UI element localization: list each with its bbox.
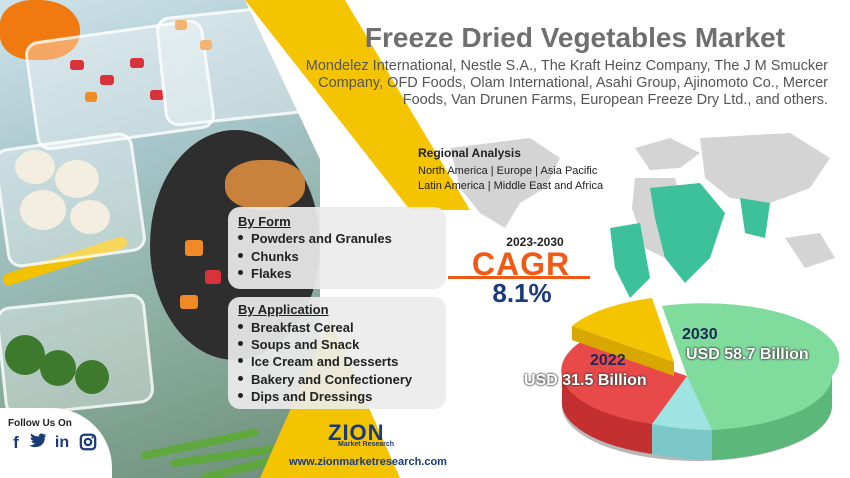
regional-analysis-title: Regional Analysis xyxy=(418,146,521,160)
twitter-icon[interactable] xyxy=(28,433,48,453)
pie-slice-cyan xyxy=(652,376,712,430)
regional-line-1: North America | Europe | Asia Pacific xyxy=(418,165,598,177)
pie-label-2030-year: 2030 xyxy=(682,326,718,343)
regional-line-2: Latin America | Middle East and Africa xyxy=(418,180,604,192)
key-players-text: Mondelez International, Nestle S.A., The… xyxy=(305,58,828,108)
by-form-panel xyxy=(228,207,446,289)
by-application-item: Dips and Dressings xyxy=(238,389,372,404)
by-application-heading: By Application xyxy=(238,302,329,317)
pie-slice-yellow xyxy=(572,298,674,362)
by-form-heading: By Form xyxy=(238,214,291,229)
follow-us-label: Follow Us On xyxy=(8,418,72,429)
instagram-icon[interactable] xyxy=(78,433,98,453)
facebook-icon[interactable]: f xyxy=(13,433,19,452)
pie-slice-2030 xyxy=(662,303,840,430)
pie-label-2022-year: 2022 xyxy=(590,352,626,369)
by-application-item: Soups and Snack xyxy=(238,337,359,352)
by-application-item: Ice Cream and Desserts xyxy=(238,354,398,369)
pie-label-2030-value: USD 58.7 Billion xyxy=(686,346,809,363)
market-size-pie xyxy=(561,298,840,461)
linkedin-icon[interactable]: in xyxy=(54,434,70,451)
pie-slice-2022 xyxy=(561,341,687,424)
by-form-item: Flakes xyxy=(238,266,291,281)
by-application-panel xyxy=(228,297,446,409)
cagr-years: 2023-2030 xyxy=(506,235,564,249)
zion-logo-subtitle: Market Research xyxy=(338,441,395,448)
by-application-item: Bakery and Confectionery xyxy=(238,372,412,387)
page-title: Freeze Dried Vegetables Market xyxy=(364,22,786,53)
zion-logo: ZION xyxy=(328,420,385,445)
by-form-item: Powders and Granules xyxy=(238,231,392,246)
cagr-divider xyxy=(448,276,590,279)
by-form-item: Chunks xyxy=(238,249,299,264)
pie-label-2022-value: USD 31.5 Billion xyxy=(524,372,647,389)
website-link[interactable]: www.zionmarketresearch.com xyxy=(289,456,447,468)
cagr-value: 8.1% xyxy=(492,278,552,308)
by-application-item: Breakfast Cereal xyxy=(238,320,354,335)
world-map xyxy=(450,133,835,298)
